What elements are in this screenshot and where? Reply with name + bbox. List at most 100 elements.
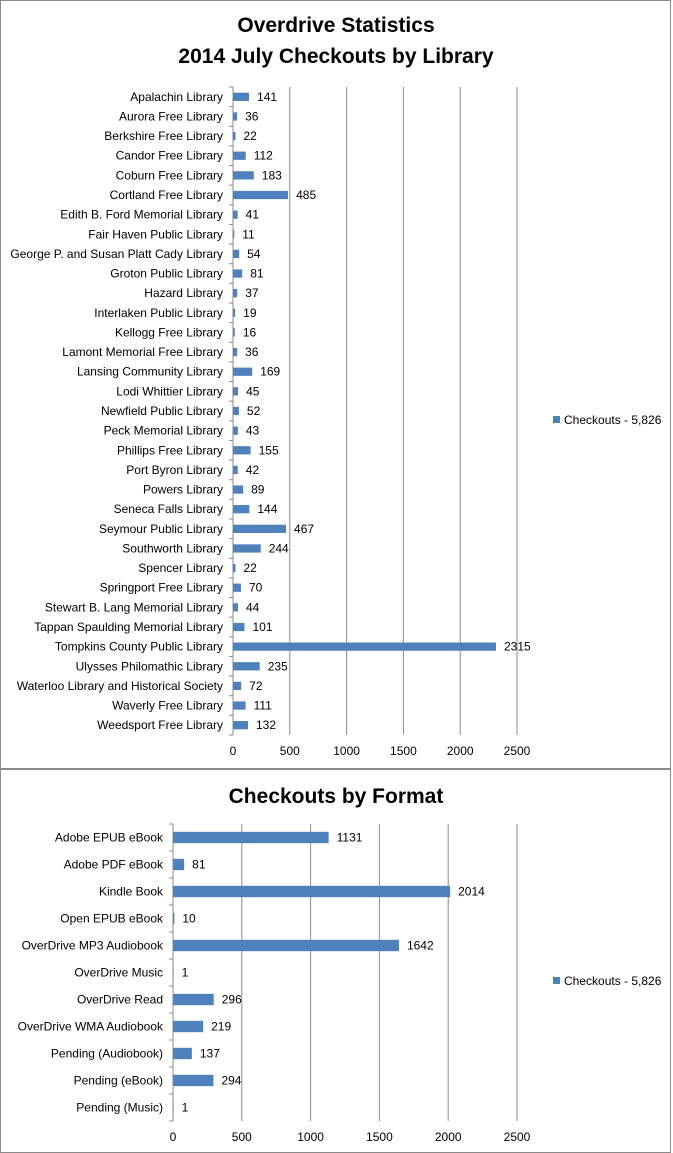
bar xyxy=(173,1047,192,1060)
category-label: Lansing Community Library xyxy=(77,365,223,379)
format-checkouts-chart-panel: Checkouts by Format Adobe EPUB eBook 1131… xyxy=(0,769,671,1153)
data-label: 41 xyxy=(246,208,260,222)
x-tick-label: 2000 xyxy=(435,1130,462,1144)
bar xyxy=(233,328,235,337)
category-label: Apalachin Library xyxy=(130,90,223,104)
category-label: Port Byron Library xyxy=(126,463,223,477)
plot-area: Apalachin Library 141 Aurora Free Library 3… xyxy=(10,86,662,758)
data-label: 81 xyxy=(250,267,264,281)
data-label: 244 xyxy=(269,541,289,555)
bar xyxy=(173,939,399,952)
bar xyxy=(233,131,236,141)
category-label: Adobe EPUB eBook xyxy=(55,831,164,845)
data-label: 467 xyxy=(294,522,314,536)
category-label: Seymour Public Library xyxy=(99,522,223,536)
bar xyxy=(233,544,261,553)
category-label: OverDrive MP3 Audiobook xyxy=(22,939,164,953)
bar xyxy=(173,1020,204,1033)
x-tick-label: 1500 xyxy=(390,744,417,758)
chart-subtitle: 2014 July Checkouts by Library xyxy=(178,45,493,68)
category-label: Fair Haven Public Library xyxy=(88,227,223,241)
data-label: 42 xyxy=(246,463,260,477)
bar xyxy=(233,505,250,514)
data-label: 2014 xyxy=(458,885,485,899)
data-label: 22 xyxy=(243,129,257,143)
bar xyxy=(233,603,238,612)
data-label: 36 xyxy=(245,345,259,359)
category-label: Weedsport Free Library xyxy=(97,718,223,732)
bar xyxy=(233,563,236,573)
bar xyxy=(233,230,235,239)
data-label: 11 xyxy=(242,227,255,241)
data-label: 10 xyxy=(182,912,196,926)
category-label: Tompkins County Public Library xyxy=(55,640,223,654)
bar xyxy=(173,831,329,844)
category-label: Waterloo Library and Historical Society xyxy=(17,679,223,693)
data-label: 2315 xyxy=(504,640,531,654)
x-tick-label: 2000 xyxy=(447,744,474,758)
legend-label: Checkouts - 5,826 xyxy=(564,974,662,988)
category-label: Powers Library xyxy=(143,483,223,497)
data-label: 296 xyxy=(222,993,242,1007)
chart-title: Checkouts by Format xyxy=(229,785,444,808)
data-label: 45 xyxy=(246,384,260,398)
data-label: 22 xyxy=(243,561,257,575)
category-label: Ulysses Philomathic Library xyxy=(76,659,223,673)
data-label: 1642 xyxy=(407,939,434,953)
category-label: Peck Memorial Library xyxy=(104,424,223,438)
data-label: 235 xyxy=(268,659,288,673)
data-label: 132 xyxy=(256,718,276,732)
data-label: 141 xyxy=(257,90,277,104)
category-label: Aurora Free Library xyxy=(119,109,223,123)
bar xyxy=(233,367,253,376)
x-tick-label: 500 xyxy=(232,1130,252,1144)
bar xyxy=(233,583,241,592)
category-label: Kindle Book xyxy=(99,885,164,899)
data-label: 183 xyxy=(262,168,282,182)
category-label: Candor Free Library xyxy=(116,149,223,163)
data-label: 111 xyxy=(254,699,273,713)
bar xyxy=(233,465,238,475)
category-label: Hazard Library xyxy=(144,286,223,300)
category-label: Seneca Falls Library xyxy=(114,502,223,516)
bar xyxy=(173,885,451,898)
bar xyxy=(233,406,239,416)
bar xyxy=(233,387,239,396)
category-label: Cortland Free Library xyxy=(110,188,223,202)
bar xyxy=(173,966,174,979)
data-label: 44 xyxy=(246,600,260,614)
category-label: Southworth Library xyxy=(122,541,223,555)
data-label: 37 xyxy=(245,286,259,300)
x-tick-label: 0 xyxy=(170,1130,177,1144)
x-tick-label: 0 xyxy=(230,744,237,758)
data-label: 294 xyxy=(221,1074,241,1088)
data-label: 1 xyxy=(182,966,189,980)
bar xyxy=(233,289,238,298)
category-label: Spencer Library xyxy=(138,561,223,575)
data-label: 155 xyxy=(259,443,279,457)
legend-swatch xyxy=(553,416,560,423)
category-label: Pending (Audiobook) xyxy=(51,1047,163,1061)
data-label: 36 xyxy=(245,109,259,123)
category-label: Pending (Music) xyxy=(76,1101,163,1115)
bar xyxy=(173,1074,214,1087)
category-label: Lodi Whittier Library xyxy=(116,384,223,398)
category-label: Edith B. Ford Memorial Library xyxy=(60,208,223,222)
bar xyxy=(233,701,246,710)
x-tick-label: 1000 xyxy=(297,1130,324,1144)
category-label: Lamont Memorial Free Library xyxy=(62,345,223,359)
x-tick-label: 2500 xyxy=(504,744,531,758)
category-label: Groton Public Library xyxy=(110,267,223,281)
plot-area: Adobe EPUB eBook 1131 Adobe PDF eBook 81 Kin… xyxy=(18,823,662,1144)
bar xyxy=(173,912,175,925)
bar xyxy=(233,171,254,180)
bar xyxy=(233,721,248,730)
bar xyxy=(233,485,244,494)
data-label: 1131 xyxy=(337,831,363,845)
category-label: Pending (eBook) xyxy=(74,1074,163,1088)
data-label: 169 xyxy=(260,365,280,379)
format-checkouts-chart: Checkouts by Format Adobe EPUB eBook 1131… xyxy=(18,785,662,1144)
x-tick-label: 1000 xyxy=(333,744,360,758)
data-label: 219 xyxy=(211,1020,231,1034)
category-label: Phillips Free Library xyxy=(117,443,223,457)
